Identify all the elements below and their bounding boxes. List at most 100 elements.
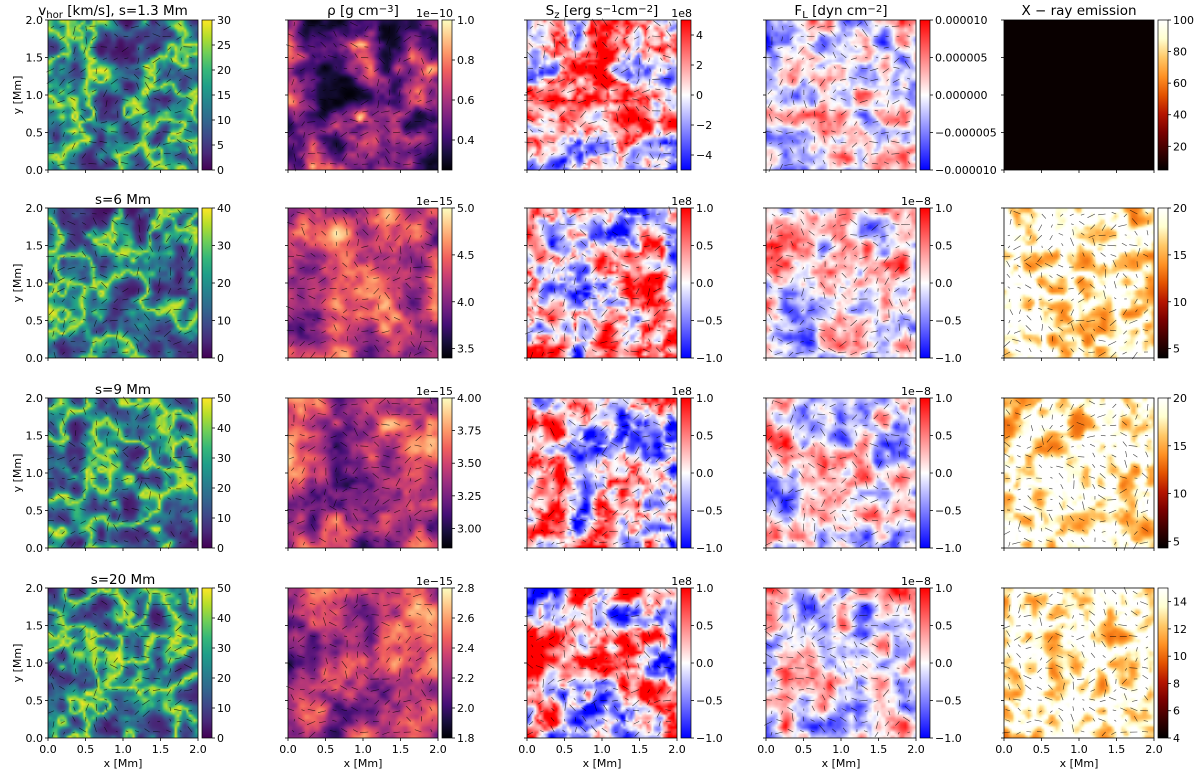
- panel-r2-c3-map: [527, 208, 677, 358]
- colorbar-multiplier: 1e−8: [901, 195, 931, 208]
- colorbar-tick-label: 4: [1173, 732, 1180, 745]
- colorbar-tick-label: 0: [217, 732, 224, 745]
- colorbar-tick-label: −0.5: [696, 505, 723, 518]
- x-tick-label: 0.0: [995, 743, 1013, 756]
- y-tick-label: 0.0: [26, 164, 44, 177]
- colorbar-tick-label: 0.0: [696, 467, 714, 480]
- colorbar-multiplier: 1e−15: [416, 195, 453, 208]
- x-tick-label: 0.5: [1033, 743, 1051, 756]
- colorbar-r2-c5: 5 10 15 20: [1157, 202, 1187, 359]
- y-tick-label: 2.0: [26, 392, 44, 405]
- panel-r4-c4-map: [766, 588, 916, 738]
- column-title-1: vhor [km/s], s=1.3 Mm: [38, 3, 188, 21]
- colorbar-tick-label: −1.0: [935, 352, 962, 365]
- panel-r1-c5-map: [1004, 20, 1154, 170]
- colorbar-tick-label: 20: [1173, 392, 1187, 405]
- colorbar-multiplier: 1e−10: [416, 7, 453, 20]
- y-tick-label: 0.0: [26, 352, 44, 365]
- x-tick-label: 2.0: [1145, 743, 1163, 756]
- panel-r4-c4: 0.0 0.5 1.0 1.5 2.0 x [Mm] −1.0 −0.5 0.0 0.5 1.0 1e…: [757, 575, 961, 770]
- colorbar-tick-label: 1.0: [935, 202, 953, 215]
- x-tick-label: 0.0: [518, 743, 536, 756]
- colorbar-tick-label: −1.0: [696, 542, 723, 555]
- x-tick-label: 1.5: [1108, 743, 1126, 756]
- colorbar-bar: [1157, 207, 1169, 359]
- y-tick-label: 0.0: [26, 542, 44, 555]
- colorbar-tick-label: 0.0: [696, 277, 714, 290]
- colorbar-tick-label: −4: [696, 149, 712, 162]
- panel-r1-c3-vectors: [523, 17, 672, 172]
- panel-r3-c5: 5 10 15 20: [1001, 392, 1187, 551]
- y-tick-label: 1.5: [26, 52, 44, 65]
- y-tick-label: 2.0: [26, 202, 44, 215]
- colorbar-multiplier: 1e8: [671, 575, 692, 588]
- colorbar-bar: [919, 207, 931, 359]
- colorbar-bar: [919, 587, 931, 739]
- y-tick-label: 0.5: [26, 505, 44, 518]
- colorbar-tick-label: −1.0: [696, 732, 723, 745]
- panel-r2-c4-vectors: [767, 210, 912, 357]
- colorbar-tick-label: 20: [217, 482, 231, 495]
- colorbar-tick-label: −0.5: [696, 695, 723, 708]
- colorbar-tick-label: 4: [696, 29, 703, 42]
- colorbar-tick-label: 80: [1173, 46, 1187, 59]
- panel-r4-c2-vectors: [285, 590, 433, 738]
- x-axis-label: x [Mm]: [822, 757, 861, 770]
- colorbar-bar: [919, 19, 931, 171]
- colorbar-tick-label: −0.5: [935, 315, 962, 328]
- colorbar-tick-label: −0.5: [935, 505, 962, 518]
- y-tick-label: 0.0: [26, 732, 44, 745]
- colorbar-tick-label: 8: [1173, 677, 1180, 690]
- colorbar-tick-label: 0.000005: [935, 52, 988, 65]
- panel-r1-c5: 20 40 60 80 100: [1001, 14, 1194, 173]
- x-axis-label: x [Mm]: [344, 757, 383, 770]
- colorbar-tick-label: 50: [217, 582, 231, 595]
- colorbar-r3-c3: −1.0 −0.5 0.0 0.5 1.0 1e8: [671, 385, 722, 555]
- row-title-4: s=20 Mm: [91, 572, 156, 588]
- colorbar-tick-label: 10: [1173, 296, 1187, 309]
- panel-r4-c5: 0.0 0.5 1.0 1.5 2.0 x [Mm] 4 6 8 10 12 14: [995, 586, 1187, 770]
- colorbar-tick-label: 10: [1173, 488, 1187, 501]
- x-tick-label: 0.5: [795, 743, 813, 756]
- panel-r2-c1: 0.0 0.5 1.0 1.5 2.0 y [Mm] 0 10 20 30 40: [11, 202, 231, 365]
- x-tick-label: 0.5: [317, 743, 335, 756]
- colorbar-tick-label: 0.000000: [935, 89, 988, 102]
- colorbar-r4-c5: 4 6 8 10 12 14: [1157, 587, 1187, 745]
- colorbar-tick-label: 0.0: [935, 467, 953, 480]
- column-title-5: X − ray emission: [1021, 3, 1136, 19]
- colorbar-tick-label: 10: [217, 702, 231, 715]
- panel-r4-c4-vectors: [764, 589, 911, 738]
- colorbar-bar: [680, 397, 692, 549]
- colorbar-tick-label: 2.2: [457, 672, 475, 685]
- colorbar-bar: [1157, 19, 1169, 171]
- column-title-4: FL [dyn cm−2]: [794, 3, 887, 21]
- colorbar-r1-c3: −4 −2 0 2 4 1e8: [671, 7, 712, 171]
- colorbar-tick-label: 3.25: [457, 490, 482, 503]
- colorbar-bar: [201, 587, 213, 739]
- colorbar-tick-label: 1.0: [696, 202, 714, 215]
- colorbar-tick-label: 0.5: [935, 240, 953, 253]
- panel-r3-c5-map: [1004, 398, 1154, 548]
- x-tick-label: 1.5: [152, 743, 170, 756]
- panel-r3-c2: 3.00 3.25 3.50 3.75 4.00 1e−15: [285, 385, 482, 551]
- colorbar-tick-label: 40: [217, 202, 231, 215]
- colorbar-bar: [441, 207, 453, 359]
- colorbar-r1-c2: 0.4 0.6 0.8 1.0 1e−10: [416, 7, 475, 171]
- colorbar-r2-c4: −1.0 −0.5 0.0 0.5 1.0 1e−8: [901, 195, 962, 365]
- colorbar-tick-label: 10: [217, 315, 231, 328]
- colorbar-tick-label: 0: [217, 542, 224, 555]
- colorbar-tick-label: 25: [217, 39, 231, 52]
- colorbar-tick-label: 5.0: [457, 202, 475, 215]
- x-tick-label: 1.0: [114, 743, 132, 756]
- panel-r2-c5-vectors: [1002, 209, 1149, 360]
- panel-r2-c5-map: [1004, 208, 1154, 358]
- colorbar-r2-c3: −1.0 −0.5 0.0 0.5 1.0 1e8: [671, 195, 722, 365]
- colorbar-tick-label: 0.5: [696, 240, 714, 253]
- panel-r3-c3: −1.0 −0.5 0.0 0.5 1.0 1e8: [524, 385, 723, 555]
- colorbar-tick-label: 2.0: [457, 702, 475, 715]
- panel-r2-c3-vectors: [524, 206, 672, 360]
- y-tick-label: 1.0: [26, 277, 44, 290]
- panel-r4-c5-map: [1004, 588, 1154, 738]
- y-tick-label: 0.5: [26, 695, 44, 708]
